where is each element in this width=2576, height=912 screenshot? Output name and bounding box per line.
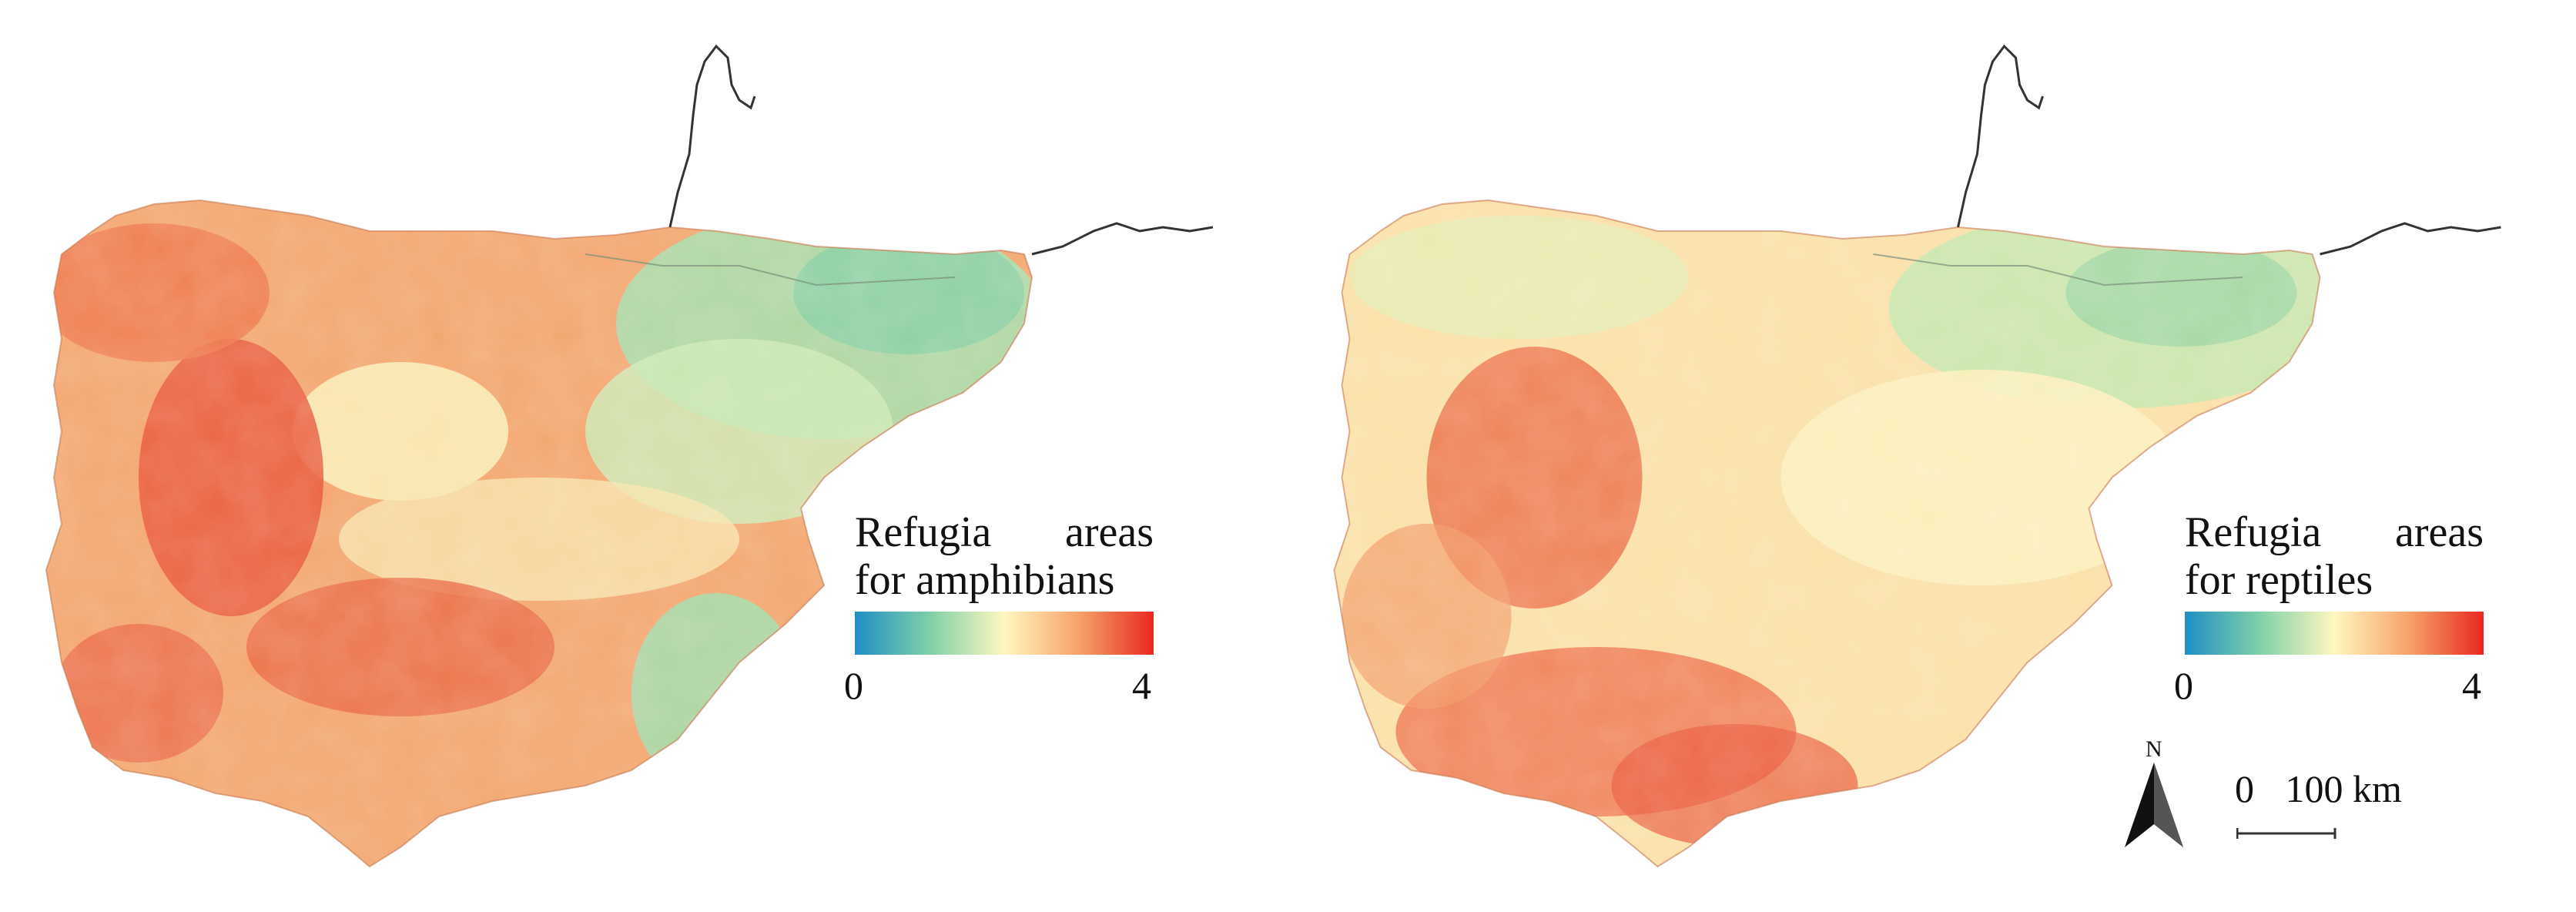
coastline-atlantic (1957, 44, 2044, 228)
legend-title-word2: areas (1064, 508, 1154, 556)
legend-title: Refugia areas for amphibians (855, 508, 1178, 604)
legend-title-word1: Refugia (2185, 508, 2322, 556)
legend-ticks: 0 4 (844, 659, 1178, 707)
scale-labels: 0 100 km (2235, 766, 2404, 811)
legend-title-word1: Refugia (855, 508, 992, 556)
coastline-mediterranean (2320, 222, 2501, 256)
legend-max-label: 4 (2462, 664, 2481, 707)
legend-color-ramp (2185, 612, 2484, 655)
map-panel-reptiles: Refugia areas for reptiles 0 4 N 0 100 k… (1288, 0, 2576, 912)
scale-bar-line (2236, 828, 2336, 839)
iberia-map-reptiles (1333, 44, 2501, 868)
coastline-atlantic (668, 44, 756, 228)
legend-title-word2: areas (2394, 508, 2484, 556)
legend-max-label: 4 (1132, 664, 1151, 707)
legend-min-label: 0 (2174, 664, 2193, 707)
legend-amphibians: Refugia areas for amphibians 0 4 (844, 508, 1178, 707)
coastline-mediterranean (1031, 222, 1214, 256)
pyrenees-border (585, 253, 956, 287)
north-arrow: N (2123, 736, 2185, 847)
scale-start-label: 0 (2235, 767, 2254, 810)
pyrenees-border (1873, 253, 2243, 287)
north-label: N (2146, 736, 2162, 762)
legend-color-ramp (855, 612, 1154, 655)
iberia-map-amphibians (45, 44, 1214, 868)
legend-title-line2: for reptiles (2185, 556, 2373, 604)
scale-bar: 0 100 km (2235, 766, 2404, 851)
map-panel-amphibians: Refugia areas for amphibians 0 4 (45, 44, 1214, 868)
legend-ticks: 0 4 (2174, 659, 2508, 707)
legend-min-label: 0 (844, 664, 863, 707)
north-arrow-icon (2125, 763, 2183, 847)
scale-end-label: 100 km (2285, 767, 2402, 810)
legend-title: Refugia areas for reptiles (2185, 508, 2508, 604)
legend-reptiles: Refugia areas for reptiles 0 4 (2174, 508, 2508, 707)
legend-title-line2: for amphibians (855, 556, 1115, 604)
